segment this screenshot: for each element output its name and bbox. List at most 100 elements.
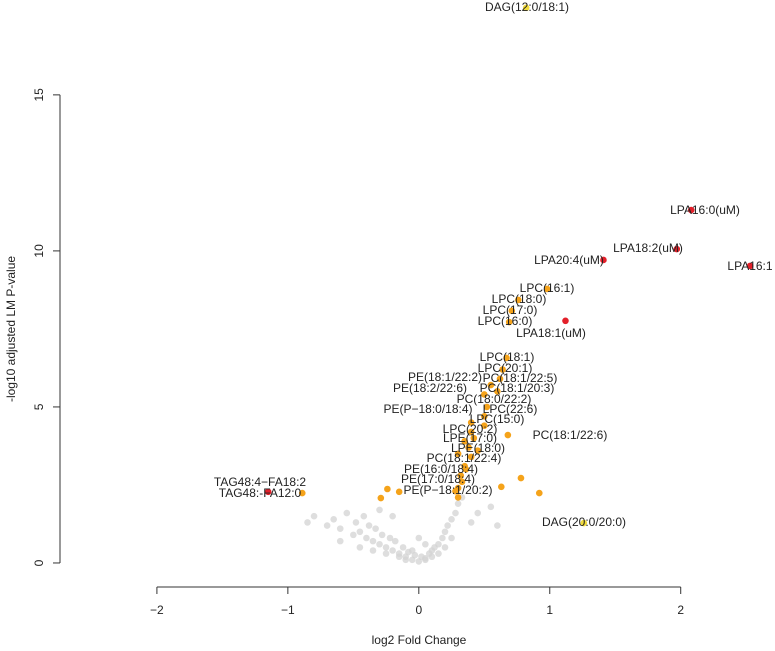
point xyxy=(395,488,403,496)
point xyxy=(363,534,370,542)
point-label: LPC(17:0) xyxy=(483,303,538,317)
point xyxy=(457,472,465,479)
point xyxy=(494,388,501,395)
point xyxy=(441,544,449,551)
point xyxy=(376,540,383,548)
point-label: PE(P−18:0/18:4) xyxy=(383,402,472,416)
point xyxy=(480,422,488,429)
point xyxy=(467,419,475,426)
point xyxy=(580,519,588,527)
point xyxy=(435,550,442,557)
point xyxy=(448,515,455,523)
point xyxy=(304,519,311,526)
point-label: LPC(22:6) xyxy=(483,402,538,416)
point xyxy=(480,391,488,398)
point xyxy=(458,478,466,486)
point xyxy=(462,466,470,473)
point xyxy=(498,483,505,491)
point xyxy=(444,522,451,529)
point xyxy=(435,540,442,548)
point xyxy=(494,522,501,529)
point xyxy=(395,553,403,561)
point xyxy=(350,531,357,539)
point-label: LPA18:2(uM) xyxy=(613,241,683,255)
x-tick-label: −1 xyxy=(281,603,295,617)
point-label: LPA16:1 xyxy=(727,259,772,273)
point-label: LPE(17:0) xyxy=(443,431,497,445)
point xyxy=(467,519,475,526)
point xyxy=(487,381,495,389)
point xyxy=(372,525,379,532)
point xyxy=(330,515,337,523)
point-label: LPE(18:0) xyxy=(451,441,505,455)
point xyxy=(522,4,530,12)
point xyxy=(448,534,455,542)
point xyxy=(389,512,396,520)
point xyxy=(487,503,495,511)
point-label: PE(P−18:1/20:2) xyxy=(403,483,492,497)
point xyxy=(360,512,368,520)
point xyxy=(505,318,513,326)
point-label: PE(16:0/18:4) xyxy=(404,462,478,476)
point xyxy=(465,444,472,451)
point-label: LPC(20:1) xyxy=(478,361,533,375)
x-tick-label: −2 xyxy=(150,603,164,617)
point xyxy=(467,453,475,461)
point xyxy=(415,534,423,542)
point xyxy=(343,509,351,517)
point xyxy=(543,285,551,293)
point-label: LPC(15:0) xyxy=(470,412,525,426)
point-label: DAG(20:0/20:0) xyxy=(542,515,626,529)
point xyxy=(389,547,396,554)
point xyxy=(352,519,360,526)
point xyxy=(503,354,510,362)
y-axis-title: -log10 adjusted LM P-value xyxy=(4,256,18,402)
point-label: PC(18:1/22:4) xyxy=(427,451,502,465)
y-tick-label: 5 xyxy=(32,403,46,410)
point xyxy=(386,534,394,542)
point xyxy=(452,509,459,517)
point xyxy=(391,537,399,545)
point xyxy=(356,528,364,536)
y-tick-label: 0 xyxy=(32,559,46,566)
y-tick-label: 15 xyxy=(32,88,46,102)
point xyxy=(480,412,488,420)
point xyxy=(384,485,391,493)
point-label: LPC(16:0) xyxy=(478,314,533,328)
point xyxy=(483,403,491,411)
point xyxy=(452,487,459,495)
point xyxy=(356,544,364,551)
point xyxy=(461,437,468,445)
point xyxy=(515,296,522,304)
point xyxy=(474,447,482,454)
point-label: LPC(18:0) xyxy=(492,292,547,306)
point xyxy=(508,307,516,315)
point xyxy=(441,528,449,536)
point xyxy=(687,206,695,214)
point xyxy=(562,317,569,325)
point xyxy=(496,375,504,383)
point-label: PE(18:1/22:2) xyxy=(408,370,482,384)
point xyxy=(336,525,344,532)
point-label: PE(18:2/22:6) xyxy=(393,381,467,395)
point xyxy=(422,540,429,548)
point-label: LPC(16:1) xyxy=(520,281,575,295)
point xyxy=(673,245,681,253)
point xyxy=(264,488,272,496)
point-label: PC(18:0/22:2) xyxy=(457,392,532,406)
point xyxy=(474,509,482,517)
point-label: TAG48:4−FA18:2 xyxy=(214,475,306,489)
point xyxy=(365,522,373,529)
point xyxy=(323,522,331,529)
point xyxy=(382,550,390,557)
point xyxy=(439,534,446,542)
x-tick-label: 0 xyxy=(415,603,422,617)
point-label: LPA18:1(uM) xyxy=(516,326,586,340)
point xyxy=(382,544,390,551)
point-label: LPC(20:2) xyxy=(443,422,498,436)
point xyxy=(369,537,377,545)
point xyxy=(428,553,436,561)
x-tick-label: 1 xyxy=(546,603,553,617)
point-label: LPA16:0(uM) xyxy=(670,203,740,217)
